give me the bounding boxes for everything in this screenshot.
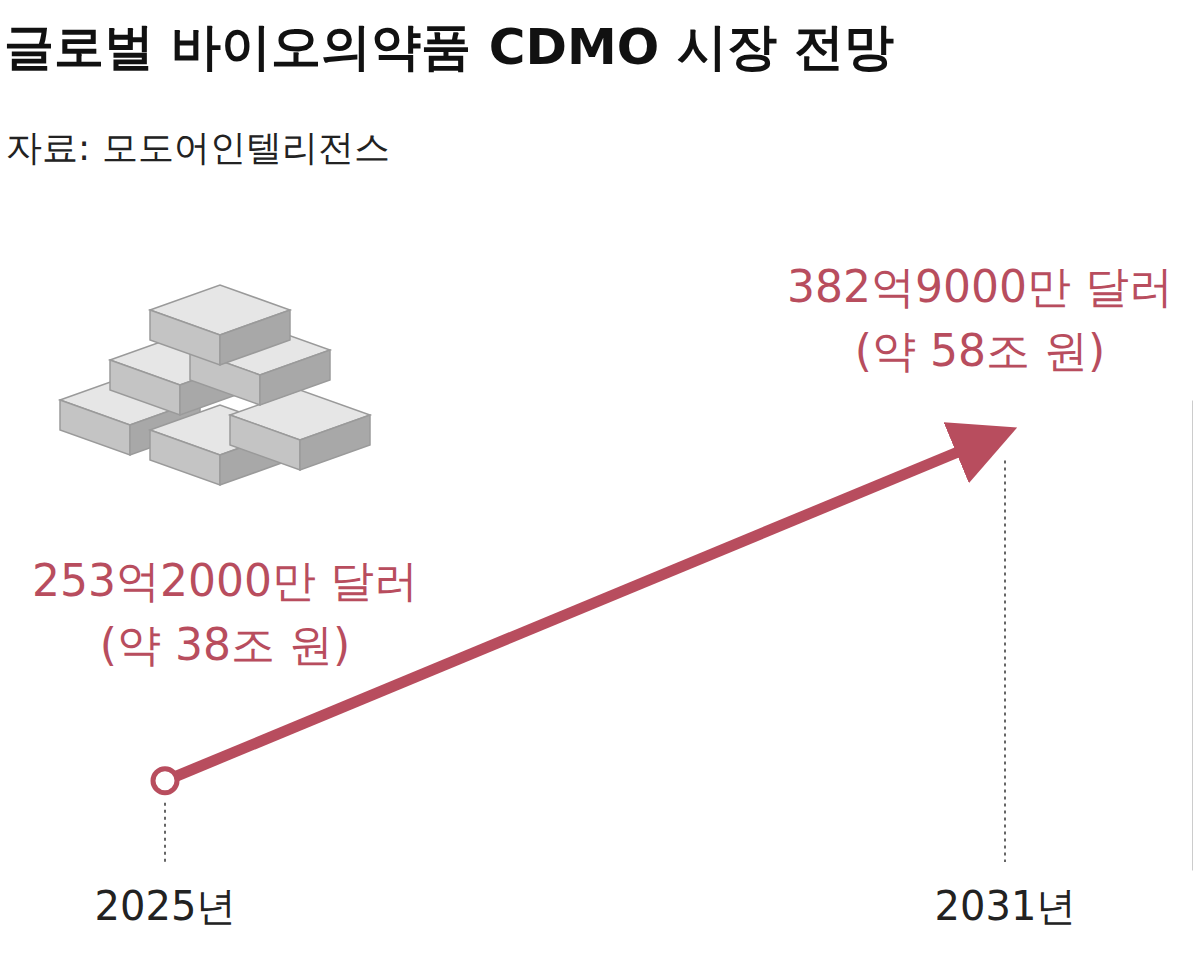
x-tick: 2025년 <box>95 880 237 929</box>
icon-bar-front <box>260 350 330 405</box>
icon-bar-side <box>150 310 220 365</box>
icon-bar-side <box>60 400 130 455</box>
data-label: 382억9000만 달러 <box>787 261 1173 312</box>
icon-bar-side <box>110 360 180 415</box>
x-tick: 2031년 <box>935 880 1077 929</box>
subtitle: 자료: 모도어인텔리전스 <box>6 127 390 168</box>
icon-bar-side <box>230 415 300 470</box>
guide-line <box>164 803 166 862</box>
icon-bar-side <box>150 430 220 485</box>
y-axis <box>1192 401 1193 871</box>
title: 글로벌 바이오의약품 CDMO 시장 전망 <box>4 18 894 76</box>
guide-line <box>1004 460 1006 862</box>
trend-arrow <box>165 432 1005 780</box>
data-label: 253억2000만 달러 <box>32 555 418 606</box>
icon-bar-front <box>300 415 370 470</box>
data-label-krw: (약 38조 원) <box>100 619 350 670</box>
icon-bar-front <box>220 310 290 365</box>
y-axis-line <box>1192 401 1193 871</box>
x-tick-label: 2031년 <box>935 883 1077 929</box>
start-marker <box>153 769 177 793</box>
x-axis: 2025년 2031년 <box>95 880 1077 929</box>
data-label-krw: (약 58조 원) <box>855 325 1105 376</box>
plot-marks <box>153 432 1005 792</box>
chart: 글로벌 바이오의약품 CDMO 시장 전망자료: 모도어인텔리전스2025년20… <box>0 0 1200 956</box>
icon-gold-bars <box>60 285 370 485</box>
x-tick-label: 2025년 <box>95 883 237 929</box>
